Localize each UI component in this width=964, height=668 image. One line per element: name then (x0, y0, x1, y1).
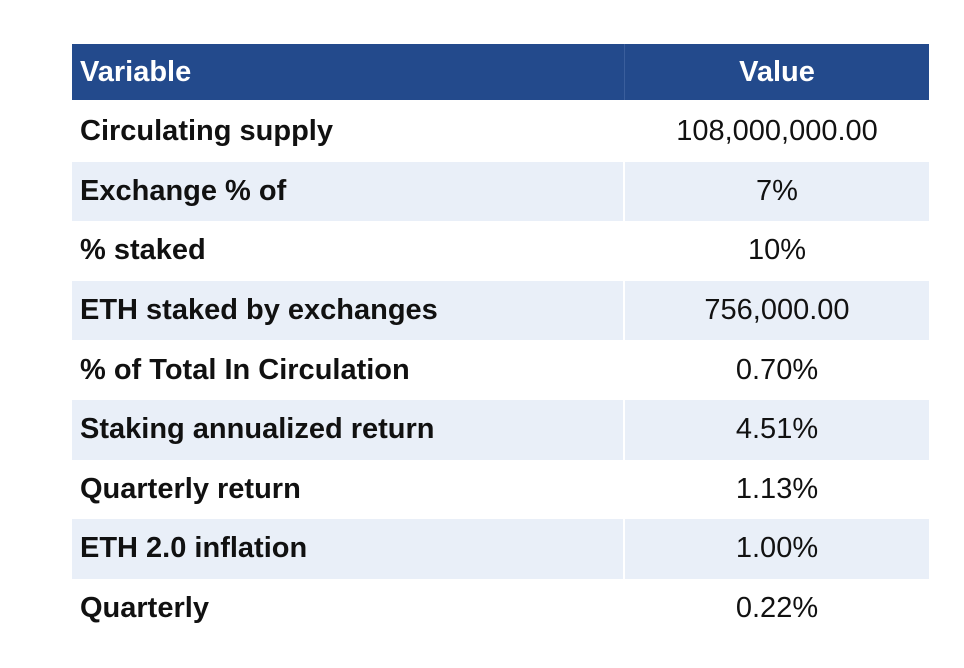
column-header-variable: Variable (72, 44, 625, 100)
value-cell: 10% (625, 221, 929, 281)
table-row: % of Total In Circulation 0.70% (72, 340, 929, 400)
table-row: Staking annualized return 4.51% (72, 399, 929, 460)
variable-cell: ETH 2.0 inflation (72, 519, 625, 579)
table-row: Exchange % of 7% (72, 161, 929, 222)
variable-cell: Circulating supply (72, 102, 625, 162)
variable-cell: % staked (72, 221, 625, 281)
variable-cell: Quarterly return (72, 459, 625, 520)
variable-cell: Quarterly (72, 578, 625, 639)
value-cell: 1.00% (625, 519, 929, 579)
table-row: % staked 10% (72, 221, 929, 281)
value-cell: 4.51% (625, 399, 929, 460)
table-row: ETH 2.0 inflation 1.00% (72, 519, 929, 579)
variable-cell: % of Total In Circulation (72, 340, 625, 400)
table-header-row: Variable Value (72, 44, 929, 102)
data-table: Variable Value Circulating supply 108,00… (72, 44, 929, 639)
value-cell: 0.22% (625, 578, 929, 639)
value-cell: 0.70% (625, 340, 929, 400)
table-row: ETH staked by exchanges 756,000.00 (72, 280, 929, 341)
column-header-value: Value (739, 55, 815, 88)
variable-cell: ETH staked by exchanges (72, 280, 625, 341)
value-cell: 756,000.00 (625, 280, 929, 341)
value-cell: 7% (625, 161, 929, 222)
table-row: Quarterly return 1.13% (72, 459, 929, 520)
table-row: Circulating supply 108,000,000.00 (72, 102, 929, 162)
table-row: Quarterly 0.22% (72, 578, 929, 639)
variable-cell: Exchange % of (72, 161, 625, 222)
variable-cell: Staking annualized return (72, 399, 625, 460)
value-cell: 1.13% (625, 459, 929, 520)
value-cell: 108,000,000.00 (625, 102, 929, 162)
